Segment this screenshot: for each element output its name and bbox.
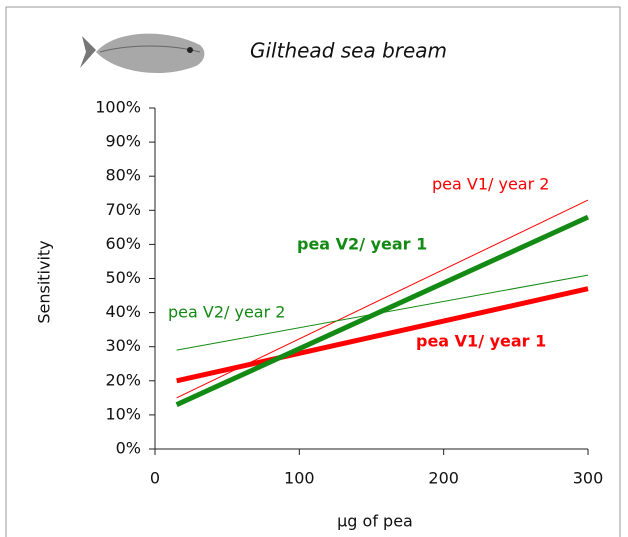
series-line [177,200,588,398]
y-axis-label: Sensitivity [35,240,54,323]
chart-title: Gilthead sea bream [250,39,447,63]
frame [6,7,620,537]
series-label: pea V1/ year 1 [416,332,546,351]
x-axis-label: µg of pea [337,512,413,531]
y-tick-label: 30% [105,336,141,355]
y-tick-label: 0% [116,439,141,458]
x-tick-label: 100 [284,469,315,488]
chart: Gilthead sea bream µg of pea Sensitivity… [0,0,628,537]
x-tick-label: 200 [428,469,459,488]
y-tick-label: 40% [105,302,141,321]
y-tick-label: 20% [105,370,141,389]
y-tick-label: 80% [105,166,141,185]
fish-icon [80,34,204,73]
y-tick-label: 100% [95,98,141,117]
y-tick-label: 10% [105,404,141,423]
y-tick-label: 70% [105,200,141,219]
x-tick-label: 300 [573,469,604,488]
x-tick-label: 0 [150,469,160,488]
y-tick-label: 90% [105,132,141,151]
series-label: pea V2/ year 2 [168,303,285,322]
y-tick-label: 60% [105,234,141,253]
series-label: pea V1/ year 2 [432,175,549,194]
y-tick-label: 50% [105,268,141,287]
series-label: pea V2/ year 1 [297,235,427,254]
